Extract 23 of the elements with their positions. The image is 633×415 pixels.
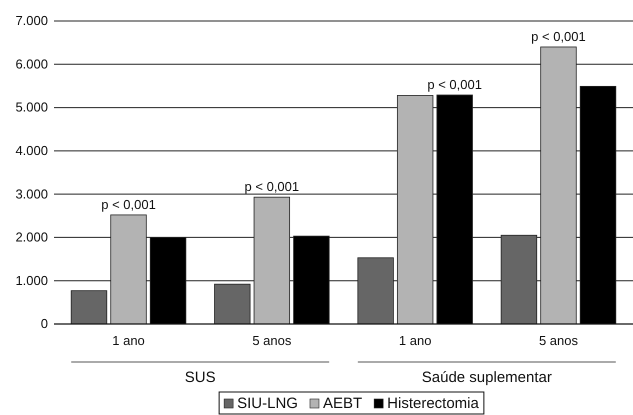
legend-label: Histerectomia — [387, 395, 480, 412]
text: Saúde suplementar — [422, 369, 552, 386]
annotation: p < 0,001 — [531, 28, 586, 44]
bar — [70, 290, 108, 324]
y-tick-label: 2.000 — [15, 230, 48, 245]
text: SUS — [184, 369, 216, 386]
bar — [214, 284, 250, 324]
y-tick-label: 3.000 — [15, 186, 48, 202]
y-tick-label: 0 — [40, 316, 48, 332]
x-tick-label: 1 ano — [112, 333, 145, 348]
x-tick-label: 5 anos — [538, 333, 578, 348]
annotation: p < 0,001 — [427, 77, 482, 92]
y-tick-label: 4.000 — [15, 143, 48, 158]
annotation: p < 0,001 — [101, 196, 156, 212]
x-tick-label: 5 anos — [252, 333, 292, 348]
y-tick-label: 5.000 — [15, 100, 48, 115]
legend-label: AEBT — [322, 395, 362, 412]
y-tick-label: 6.000 — [15, 56, 48, 72]
annotation: p < 0,001 — [244, 179, 300, 194]
y-tick-label: 1.000 — [15, 272, 48, 288]
legend-label: SIU-LNG — [237, 395, 298, 412]
x-tick-label: 1 ano — [398, 333, 432, 348]
y-tick-label: 7.000 — [15, 13, 48, 28]
